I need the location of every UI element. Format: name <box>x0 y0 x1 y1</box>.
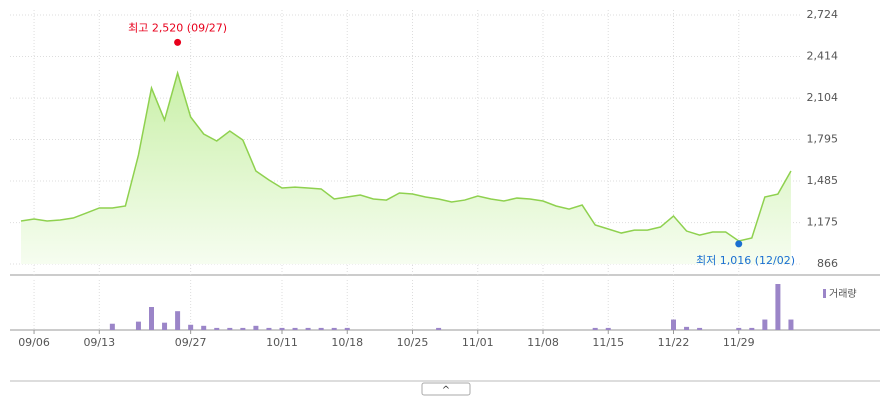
price-area <box>21 73 791 264</box>
volume-bar <box>749 327 755 330</box>
y-tick-label: 1,485 <box>807 174 839 187</box>
collapse-button[interactable] <box>421 382 471 396</box>
x-tick-label: 11/08 <box>527 336 559 349</box>
y-tick-label: 2,724 <box>807 8 839 21</box>
legend-swatch <box>823 289 826 298</box>
volume-bar <box>592 327 598 330</box>
volume-bar <box>175 311 181 330</box>
volume-bar <box>762 319 768 330</box>
x-tick-label: 11/01 <box>462 336 494 349</box>
volume-bar <box>188 324 194 330</box>
price-line <box>20 70 792 242</box>
volume-bar <box>149 307 154 330</box>
x-tick-label: 09/27 <box>175 336 207 349</box>
volume-bar <box>331 327 337 330</box>
collapse-icon[interactable]: ^ <box>442 385 450 396</box>
volume-bar <box>214 327 220 330</box>
x-tick-label: 11/29 <box>723 336 755 349</box>
volume-bar <box>788 319 794 330</box>
low-label: 최저 1,016 (12/02) <box>696 254 795 267</box>
volume-bar <box>775 284 781 330</box>
volume-bar <box>109 323 115 330</box>
volume-bar <box>253 325 259 330</box>
high-label: 최고 2,520 (09/27) <box>128 21 227 34</box>
high-marker <box>174 38 182 46</box>
x-tick-label: 11/22 <box>658 336 690 349</box>
x-tick-label: 10/25 <box>397 336 429 349</box>
volume-bar <box>318 327 324 330</box>
x-tick-label: 09/13 <box>83 336 115 349</box>
volume-bar <box>344 327 350 330</box>
y-tick-label: 866 <box>817 257 838 270</box>
y-tick-label: 1,795 <box>807 133 839 146</box>
x-tick-label: 11/15 <box>592 336 624 349</box>
x-tick-label: 10/11 <box>266 336 298 349</box>
y-tick-label: 2,104 <box>807 91 839 104</box>
volume-bar <box>279 327 285 330</box>
volume-bar <box>671 319 676 330</box>
volume-bar <box>684 326 690 330</box>
volume-bar <box>436 327 442 330</box>
volume-bar <box>135 321 141 330</box>
volume-bar <box>266 327 272 330</box>
volume-bar <box>292 327 298 330</box>
volume-bar <box>162 322 168 330</box>
volume-bar <box>240 327 246 330</box>
volume-bar <box>697 327 703 330</box>
y-tick-label: 2,414 <box>807 50 839 63</box>
x-tick-label: 09/06 <box>18 336 50 349</box>
x-tick-label: 10/18 <box>331 336 363 349</box>
legend-label: 거래량 <box>829 288 857 300</box>
y-tick-label: 1,175 <box>807 216 839 229</box>
low-marker <box>735 240 743 248</box>
volume-bar <box>227 327 233 330</box>
volume-bar <box>201 325 207 330</box>
volume-bar <box>736 327 742 330</box>
volume-bar <box>305 327 311 330</box>
volume-bar <box>605 327 611 330</box>
